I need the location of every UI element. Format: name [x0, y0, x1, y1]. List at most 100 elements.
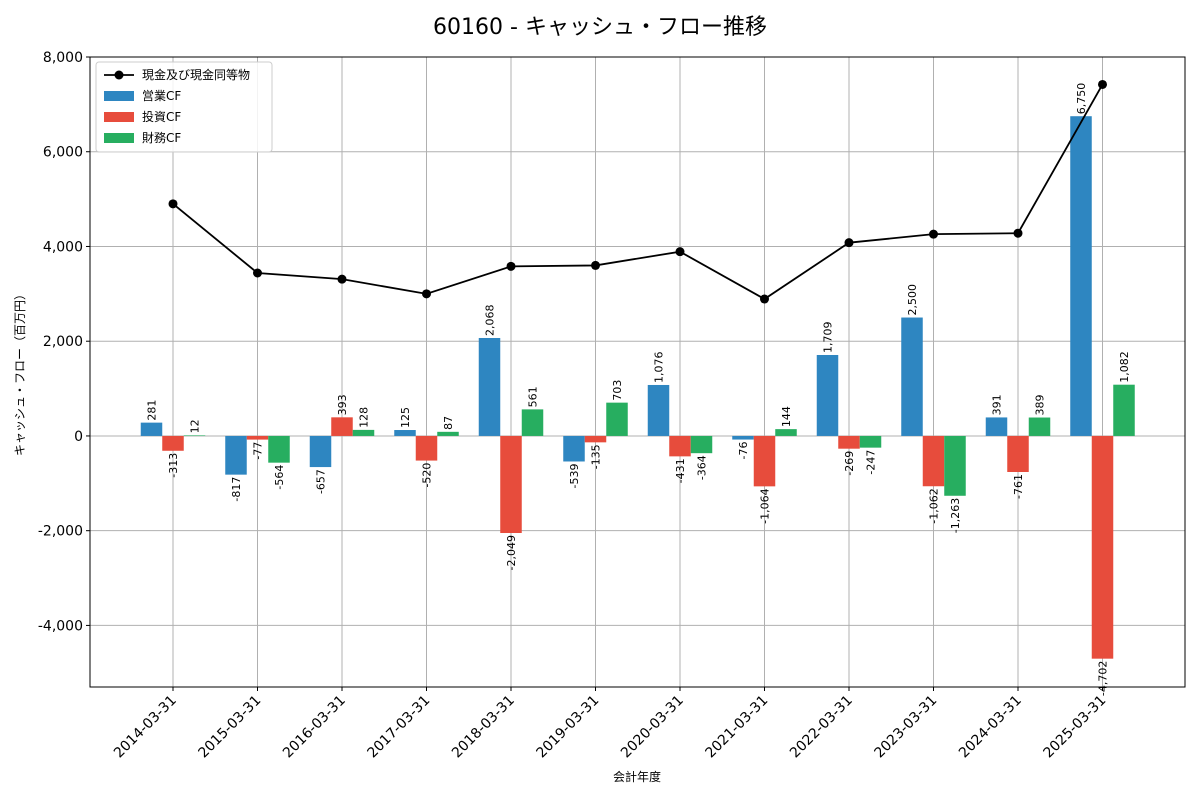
bar-営業CF-2024-03-31 [985, 417, 1008, 436]
x-tick-label: 2016-03-31 [280, 693, 349, 762]
bar-投資CF-2019-03-31 [584, 435, 607, 443]
data-label: 561 [527, 386, 540, 407]
bar-営業CF-2015-03-31 [225, 435, 247, 475]
x-tick-label: 2025-03-31 [1040, 693, 1109, 762]
legend-box [95, 61, 273, 153]
bar-投資CF-2016-03-31 [331, 417, 353, 436]
bar-series [140, 116, 1135, 659]
data-label: -2,049 [505, 535, 518, 570]
bar-投資CF-2021-03-31 [753, 435, 776, 487]
data-label: -1,263 [949, 498, 962, 533]
bar-営業CF-2023-03-31 [901, 317, 923, 436]
data-label: -431 [674, 458, 687, 483]
y-tick-label: 2,000 [43, 334, 83, 350]
bar-財務CF-2021-03-31 [775, 429, 797, 436]
data-label: 144 [780, 406, 793, 427]
data-label: -76 [737, 442, 750, 460]
cash-equivalents-point-2024-03-31 [1013, 228, 1023, 238]
legend-bar-swatch [104, 112, 134, 122]
bar-投資CF-2018-03-31 [500, 435, 522, 534]
cash-equivalents-line [172, 84, 1104, 301]
data-label: 391 [991, 394, 1004, 415]
grid-lines [90, 56, 1185, 687]
bar-営業CF-2017-03-31 [394, 430, 416, 436]
bar-投資CF-2020-03-31 [669, 435, 691, 457]
legend-marker-swatch [114, 70, 124, 80]
data-label: 2,068 [484, 304, 497, 336]
x-tick-label: 2022-03-31 [787, 693, 856, 762]
data-label: 703 [611, 380, 624, 401]
bar-営業CF-2016-03-31 [309, 435, 332, 468]
bar-営業CF-2025-03-31 [1070, 116, 1092, 436]
bar-財務CF-2018-03-31 [521, 409, 544, 436]
cash-equivalents-point-2022-03-31 [844, 238, 854, 248]
bar-財務CF-2015-03-31 [268, 435, 290, 463]
data-label: 393 [336, 394, 349, 415]
bar-投資CF-2014-03-31 [162, 435, 184, 451]
data-label: 87 [442, 416, 455, 430]
data-label: 1,082 [1118, 351, 1131, 383]
legend-entry: 投資CF [142, 109, 181, 124]
legend-bar-swatch [104, 91, 134, 101]
data-label: -564 [273, 465, 286, 490]
data-label: -1,062 [928, 488, 941, 523]
bar-投資CF-2015-03-31 [246, 435, 269, 440]
cash-equivalents-point-2025-03-31 [1098, 79, 1107, 89]
y-tick-label: 4,000 [43, 239, 83, 255]
bar-営業CF-2022-03-31 [816, 354, 839, 436]
data-label: -313 [167, 453, 180, 478]
legend-entry: 営業CF [142, 89, 181, 103]
bar-投資CF-2025-03-31 [1091, 435, 1114, 659]
bar-営業CF-2020-03-31 [647, 384, 670, 436]
x-axis-label: 会計年度 [613, 769, 661, 784]
data-label: 125 [399, 407, 412, 428]
cash-equivalents-point-2017-03-31 [422, 289, 431, 299]
x-tick-label: 2021-03-31 [702, 693, 771, 762]
bar-財務CF-2020-03-31 [690, 435, 713, 454]
bar-財務CF-2023-03-31 [944, 435, 966, 496]
y-axis-label: キャッシュ・フロー（百万円） [13, 288, 27, 456]
bar-財務CF-2024-03-31 [1028, 417, 1051, 436]
x-tick-label: 2014-03-31 [111, 693, 180, 762]
chart-title: 60160 - キャッシュ・フロー推移 [433, 15, 767, 40]
data-label: -135 [590, 444, 603, 469]
data-label: 128 [358, 407, 371, 428]
bar-財務CF-2022-03-31 [859, 435, 882, 448]
data-label: -761 [1012, 474, 1025, 499]
data-label: -520 [421, 463, 434, 488]
legend-bar-swatch [104, 133, 134, 143]
bar-投資CF-2024-03-31 [1007, 435, 1029, 472]
bar-財務CF-2025-03-31 [1113, 384, 1135, 436]
legend-entry: 財務CF [142, 130, 181, 145]
data-labels: 281 -817 -657 125 2,068 -539 1,076 -76 1,709 2,50… [146, 83, 1132, 696]
data-label: 1,709 [822, 321, 835, 353]
bar-財務CF-2019-03-31 [606, 402, 628, 436]
bar-営業CF-2014-03-31 [140, 422, 163, 436]
y-tick-label: 6,000 [43, 145, 83, 161]
bar-投資CF-2023-03-31 [922, 435, 945, 487]
bar-投資CF-2022-03-31 [838, 435, 860, 449]
data-label: -817 [230, 477, 243, 502]
bar-財務CF-2016-03-31 [352, 429, 375, 436]
y-tick-label: 0 [74, 429, 83, 445]
data-label: 1,076 [653, 351, 666, 383]
bar-財務CF-2017-03-31 [437, 431, 459, 436]
axes: -4,000 -2,000 0 2,000 4,000 6,000 8,000 2014-03… [38, 50, 1109, 761]
x-tick-label: 2019-03-31 [533, 693, 602, 762]
bar-営業CF-2018-03-31 [478, 337, 501, 436]
x-tick-label: 2020-03-31 [618, 693, 687, 762]
data-label: -657 [315, 469, 328, 494]
bar-営業CF-2021-03-31 [732, 435, 754, 440]
bar-投資CF-2017-03-31 [415, 435, 438, 461]
bar-営業CF-2019-03-31 [563, 435, 585, 462]
bar-財務CF-2014-03-31 [183, 435, 206, 436]
data-label: -539 [568, 463, 581, 488]
data-label: -77 [252, 442, 265, 460]
data-label: -247 [865, 450, 878, 475]
x-tick-label: 2018-03-31 [449, 693, 518, 762]
data-label: -364 [696, 455, 709, 480]
data-label: 12 [189, 419, 202, 433]
